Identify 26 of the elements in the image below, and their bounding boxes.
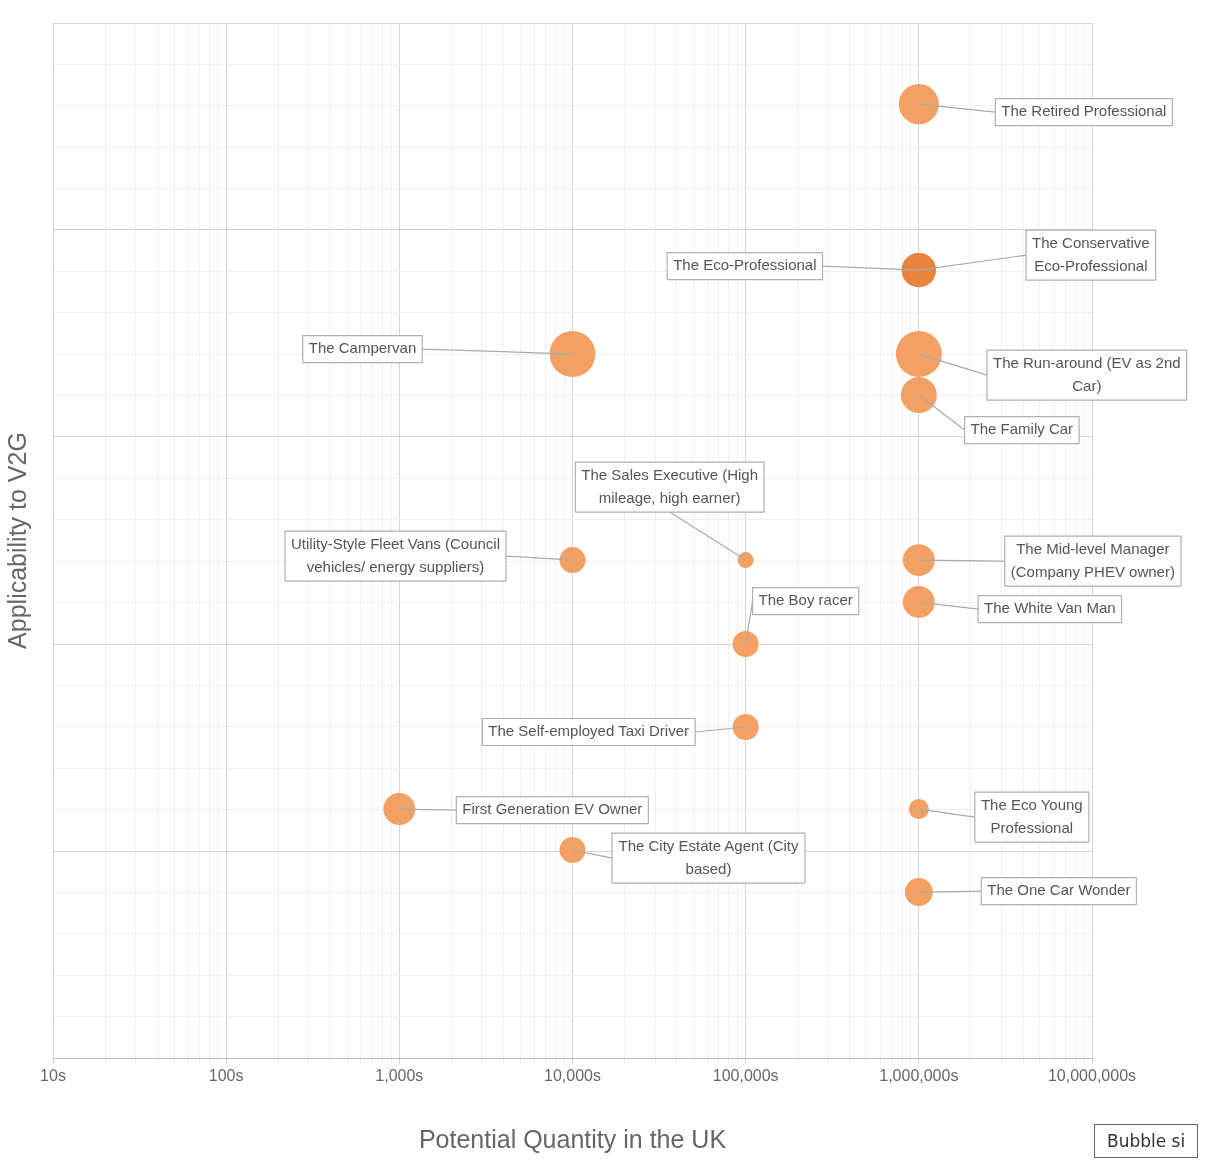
annotation: The Conservative Eco-Professional [1032, 233, 1150, 274]
annotation: The Campervan [308, 339, 417, 357]
annotation: The Boy racer [758, 591, 853, 609]
annotation: The Self-employed Taxi Driver [488, 722, 689, 740]
x-axis-title: Potential Quantity in the UK [418, 1124, 727, 1153]
x-tick-label: 100,000s [712, 1067, 779, 1085]
x-tick-label: 10s [40, 1067, 66, 1085]
y-axis-title: Applicability to V2G [2, 432, 31, 649]
annotation: The Family Car [970, 420, 1074, 438]
annotation: The White Van Man [984, 599, 1116, 617]
annotation: First Generation EV Owner [462, 800, 643, 818]
x-tick-label: 100s [208, 1067, 244, 1085]
x-tick-label: 10,000s [544, 1067, 601, 1085]
annotation: The One Car Wonder [987, 881, 1131, 899]
text: Bubble si [1094, 1124, 1199, 1158]
annotation: The Retired Professional [1001, 102, 1167, 120]
annotation: The Eco Young Professional [980, 795, 1083, 836]
x-tick-label: 10,000,000s [1047, 1067, 1137, 1085]
annotation: The City Estate Agent (City based) [618, 836, 800, 877]
annotation: The Eco-Professional [673, 256, 817, 274]
x-tick-label: 1,000,000s [879, 1067, 959, 1085]
annotation: The Sales Executive (High mileage, high earner) [581, 465, 759, 506]
annotation: Utility-Style Fleet Vans (Council vehicles/ energy suppliers) [291, 534, 500, 575]
annotation: The Run-around (EV as 2nd Car) [993, 353, 1181, 394]
annotation: The Mid-level Manager (Company PHEV owner) [1010, 539, 1175, 580]
x-tick-label: 1,000s [375, 1067, 424, 1085]
